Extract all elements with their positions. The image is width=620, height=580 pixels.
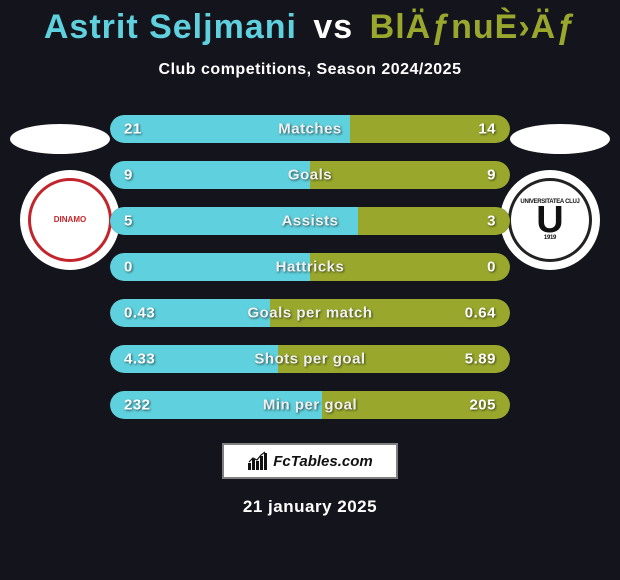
team1-oval-decoration xyxy=(10,124,110,154)
stat-value-left: 232 xyxy=(124,397,151,414)
vs-separator: vs xyxy=(313,8,353,46)
stat-value-left: 9 xyxy=(124,167,133,184)
stat-value-right: 9 xyxy=(487,167,496,184)
stat-bar-left xyxy=(110,161,310,189)
stat-value-right: 14 xyxy=(478,121,496,138)
stat-row: 21 14 Matches xyxy=(110,115,510,143)
stat-label: Assists xyxy=(282,213,339,230)
team2-oval-decoration xyxy=(510,124,610,154)
player2-name: BlÄƒnuÈ›Äƒ xyxy=(370,8,576,46)
team1-badge: DINAMO xyxy=(20,170,120,270)
stat-row: 5 3 Assists xyxy=(110,207,510,235)
stat-row: 9 9 Goals xyxy=(110,161,510,189)
stat-label: Shots per goal xyxy=(254,351,365,368)
comparison-card: Astrit Seljmani vs BlÄƒnuÈ›Äƒ Club compe… xyxy=(0,0,620,580)
stat-value-right: 205 xyxy=(469,397,496,414)
page-title: Astrit Seljmani vs BlÄƒnuÈ›Äƒ xyxy=(44,8,576,47)
stat-label: Hattricks xyxy=(276,259,345,276)
stat-row: 232 205 Min per goal xyxy=(110,391,510,419)
dinamo-logo-icon: DINAMO xyxy=(28,178,112,262)
dinamo-logo-text: DINAMO xyxy=(54,216,86,225)
cluj-logo-letter: U xyxy=(536,205,563,235)
brand-badge: FcTables.com xyxy=(222,443,398,479)
stat-value-left: 21 xyxy=(124,121,142,138)
brand-text: FcTables.com xyxy=(273,453,372,470)
cluj-logo-year: 1919 xyxy=(544,235,556,241)
stats-list: 21 14 Matches 9 9 Goals 5 3 Assists 0 0 Hattricks 0.… xyxy=(0,115,620,419)
stat-row: 0.43 0.64 Goals per match xyxy=(110,299,510,327)
date-text: 21 january 2025 xyxy=(243,497,377,517)
stat-value-right: 3 xyxy=(487,213,496,230)
stat-row: 4.33 5.89 Shots per goal xyxy=(110,345,510,373)
stat-value-left: 5 xyxy=(124,213,133,230)
team2-badge: UNIVERSITATEA CLUJ U 1919 xyxy=(500,170,600,270)
cluj-logo-icon: UNIVERSITATEA CLUJ U 1919 xyxy=(508,178,592,262)
stat-value-left: 0 xyxy=(124,259,133,276)
stat-value-right: 5.89 xyxy=(465,351,496,368)
stat-value-left: 0.43 xyxy=(124,305,155,322)
player1-name: Astrit Seljmani xyxy=(44,8,297,46)
stat-label: Goals xyxy=(288,167,332,184)
stat-label: Goals per match xyxy=(247,305,372,322)
stat-bar-right xyxy=(310,161,510,189)
subtitle: Club competitions, Season 2024/2025 xyxy=(159,61,462,79)
stat-label: Matches xyxy=(278,121,342,138)
stat-value-left: 4.33 xyxy=(124,351,155,368)
stat-value-right: 0 xyxy=(487,259,496,276)
bars-icon xyxy=(247,451,269,471)
stat-row: 0 0 Hattricks xyxy=(110,253,510,281)
stat-value-right: 0.64 xyxy=(465,305,496,322)
stat-label: Min per goal xyxy=(263,397,357,414)
